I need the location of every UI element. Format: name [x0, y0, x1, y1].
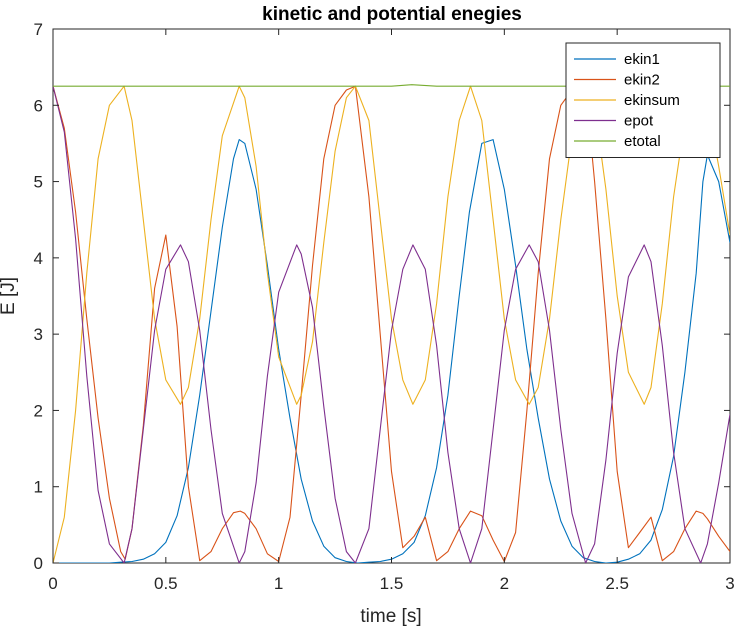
y-tick-label: 3: [34, 325, 43, 344]
y-tick-label: 4: [34, 249, 43, 268]
x-tick-label: 2.5: [605, 574, 629, 593]
legend-label-epot: epot: [624, 113, 654, 130]
y-axis-label: E [J]: [0, 277, 19, 315]
legend: ekin1 ekin2 ekinsum epot etotal: [565, 42, 721, 158]
legend-label-etotal: etotal: [624, 133, 661, 150]
y-tick-label: 0: [34, 554, 43, 573]
x-tick-label: 1: [274, 574, 283, 593]
x-tick-label: 0: [48, 574, 57, 593]
series-line-ekinsum: [53, 85, 730, 563]
y-tick-label: 5: [34, 173, 43, 192]
ticks-layer: 0 0.5 1 1.5 2 2.5 3 0 1 2 3 4 5 6 7: [34, 20, 735, 593]
series-line-ekin2: [53, 85, 730, 563]
y-tick-label: 7: [34, 20, 43, 39]
legend-label-ekin1: ekin1: [624, 51, 660, 68]
x-tick-label: 0.5: [154, 574, 178, 593]
y-tick-label: 1: [34, 478, 43, 497]
x-axis-label: time [s]: [360, 606, 421, 627]
y-tick-label: 6: [34, 96, 43, 115]
legend-label-ekinsum: ekinsum: [624, 92, 680, 109]
series-line-epot: [53, 86, 730, 563]
legend-label-ekin2: ekin2: [624, 72, 660, 89]
x-tick-label: 1.5: [380, 574, 404, 593]
y-tick-label: 2: [34, 401, 43, 420]
chart-title: kinetic and potential enegies: [262, 4, 522, 25]
x-tick-label: 3: [725, 574, 734, 593]
x-tick-label: 2: [500, 574, 509, 593]
